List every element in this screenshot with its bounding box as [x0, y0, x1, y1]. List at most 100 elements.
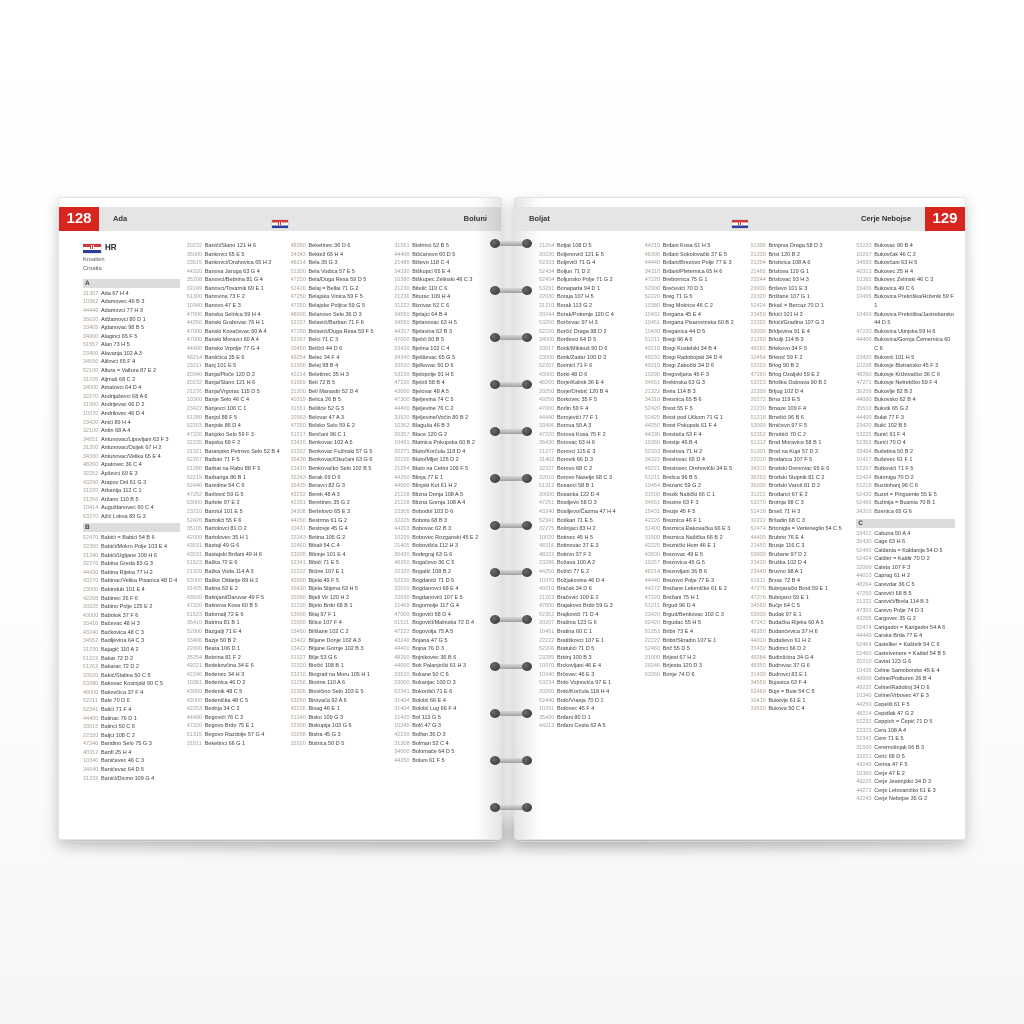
- postal-code: 22300: [750, 388, 766, 395]
- index-entry: 52207 Borinići 71 F 6: [539, 362, 638, 371]
- place-name-and-grid: Bobovac 62 B 3: [412, 526, 452, 533]
- index-entry: 52207 Belci 71 C 3: [291, 336, 388, 345]
- index-entry: 43500 Batinjani/Daruvar 49 F 5: [187, 594, 284, 603]
- index-entry: 22320 Baljci 108 C 2: [83, 732, 180, 741]
- postal-code: 10380: [394, 277, 410, 284]
- postal-code: 10360: [856, 770, 872, 777]
- postal-code: 23205: [290, 551, 306, 558]
- postal-code: 53000: [186, 577, 203, 584]
- postal-code: 42000: [186, 534, 203, 541]
- postal-code: 52203: [186, 423, 203, 430]
- postal-code: 33406: [186, 637, 203, 644]
- index-entry: 20226 Blato/Mljet 125 D 2: [394, 456, 491, 465]
- place-name-and-grid: Bregana Pisarovinska 60 B 2: [662, 320, 734, 327]
- index-entry: 52425 Brest pod Učkom 71 G 1: [645, 414, 744, 423]
- place-name-and-grid: Bogomolje 117 G 4: [412, 603, 459, 610]
- index-entry: 21230 Bitelić 110 C 6: [394, 285, 491, 294]
- index-entry: 34000 Borđevci 64 D 5: [539, 336, 638, 345]
- place-name-and-grid: Bzenica 65 G 6: [874, 508, 912, 515]
- postal-code: 10299: [394, 534, 410, 541]
- place-name-and-grid: Bukovčak 46 C 2: [874, 251, 916, 258]
- place-name-and-grid: Buzdohanj 96 C 6: [874, 483, 918, 490]
- index-entry: 48260 Bojnikovec 36 B 6: [394, 654, 491, 663]
- index-entry: 20271 Blato/Korčula 118 D 4: [394, 448, 491, 457]
- place-name-and-grid: Brna 119 E 5: [768, 397, 801, 404]
- index-entry: 10454 Brlenić 59 F 2: [751, 354, 850, 363]
- postal-code: 48000: [83, 689, 99, 696]
- place-name-and-grid: Cerić 68 D 5: [874, 753, 905, 760]
- postal-code: 32235: [186, 440, 203, 447]
- index-entry: 10455 Bukovica Prekriška/Hrženik 59 F 1: [856, 293, 955, 310]
- index-entry: 53270 Brotnja 98 C 3: [751, 499, 850, 508]
- place-name-and-grid: Bužinija = Businia 70 B 1: [874, 500, 936, 507]
- postal-code: 35420: [539, 714, 555, 721]
- index-entry: 20340 Banja/Ploče 120 D 2: [187, 371, 284, 380]
- postal-code: 34000: [539, 337, 555, 344]
- index-entry: 47000 Brajakovo Brdo 59 G 3: [539, 602, 638, 611]
- index-entry: 52474 Brtonigla = Verteneglio 54 C 5: [751, 525, 850, 534]
- postal-code: 23450: [750, 311, 766, 318]
- index-entry: 51301 Brod na Kupi 57 D 2: [751, 448, 850, 457]
- postal-code: 23286: [539, 560, 555, 567]
- index-entry: 52474 Carigador = Karigador 54 A 6: [856, 624, 955, 633]
- place-name-and-grid: Bibali 54 C 4: [308, 543, 340, 550]
- postal-code: 53270: [83, 513, 99, 520]
- postal-code: 51262: [83, 664, 99, 671]
- index-entry: 49284 Budinšćina 34 G 4: [751, 654, 850, 663]
- postal-code: 42201: [290, 500, 306, 507]
- index-entry: 31425 Batina 53 E 2: [187, 585, 284, 594]
- postal-code: 47250: [290, 328, 306, 335]
- place-name-and-grid: Brečevići 70 D 3: [662, 285, 703, 292]
- postal-code: 52220: [394, 577, 410, 584]
- index-entry: 32010 Borovo Naselje 68 C 3: [539, 474, 638, 483]
- section-header: C: [856, 518, 955, 528]
- place-name-and-grid: Carevdar 36 C 5: [874, 581, 915, 588]
- postal-code: 52420: [856, 491, 872, 498]
- index-entry: 53000 Brkljevina 91 E 4: [751, 328, 850, 337]
- postal-code: 47220: [186, 723, 203, 730]
- postal-code: 35430: [290, 586, 306, 593]
- postal-code: 21230: [83, 646, 99, 653]
- index-entry: 47250 Bela/Duga Resa 59 D 5: [291, 276, 388, 285]
- place-name-and-grid: Brezovac 49 E 5: [662, 551, 704, 558]
- index-entry: 51300 Banovina 73 F 2: [187, 293, 284, 302]
- postal-code: 33410: [83, 621, 99, 628]
- place-name-and-grid: Castellier = Kaštelir 54 C 6: [874, 642, 940, 649]
- index-entry: 52220 Bogdanići 71 D 5: [394, 577, 491, 586]
- page-edge: [63, 838, 497, 842]
- index-entry: 34550 Bjelajci 64 B 4: [394, 311, 491, 320]
- index-entry: 31511 Beketinci 66 G 1: [187, 740, 284, 749]
- place-name-and-grid: Caldania = Kaldanija 54 D 5: [874, 547, 943, 554]
- postal-code: 42208: [83, 595, 99, 602]
- place-name-and-grid: Balići 71 F 4: [101, 707, 132, 714]
- postal-code: 33404: [856, 448, 872, 455]
- postal-code: 21322: [644, 388, 661, 395]
- index-entry: 47000 Banski Moravci 60 A 4: [187, 336, 284, 345]
- place-name-and-grid: Borčevac 97 H 3: [557, 320, 598, 327]
- index-entry: 20000 Bosanka 122 D 4: [539, 491, 638, 500]
- index-entry: 53250 Borčevac 97 H 3: [539, 319, 638, 328]
- index-entry: 52352 Brnobići 70 C 2: [751, 431, 850, 440]
- postal-code: 10370: [539, 577, 555, 584]
- place-name-and-grid: Bedekovčina 34 E 6: [204, 663, 254, 670]
- place-name-and-grid: Bosanci 58 B 1: [557, 483, 594, 490]
- place-name-and-grid: Banšćica 35 E 6: [204, 354, 245, 361]
- place-name-and-grid: Bolomače 64 D 5: [412, 749, 455, 756]
- index-entry: 10414 Auguštanovec 60 C 4: [83, 504, 180, 513]
- place-name-and-grid: Bukovsko 62 B 4: [874, 397, 916, 404]
- place-name-and-grid: Bjelanovac 63 H 5: [412, 320, 457, 327]
- place-name-and-grid: Bartolovec 35 H 1: [204, 534, 249, 541]
- postal-code: 52424: [856, 474, 872, 481]
- postal-code: 44010: [750, 637, 766, 644]
- place-name-and-grid: Brijesta 120 D 3: [662, 663, 702, 670]
- place-name-and-grid: Brest 55 F 5: [662, 405, 693, 412]
- postal-code: 44430: [83, 569, 99, 576]
- postal-code: 52000: [644, 285, 661, 292]
- postal-code: 52420: [644, 620, 661, 627]
- index-entry: 43531 Bastaji 49 G 6: [187, 542, 284, 551]
- place-name-and-grid: Bujavica 63 F 4: [768, 680, 807, 687]
- place-name-and-grid: Babotok 37 F 6: [101, 612, 139, 619]
- index-entry: 21230 Brnaze 109 F 4: [751, 405, 850, 414]
- place-name-and-grid: Brodarica 107 F 5: [768, 457, 813, 464]
- place-name-and-grid: Bregi Zabočki 34 D 6: [662, 363, 715, 370]
